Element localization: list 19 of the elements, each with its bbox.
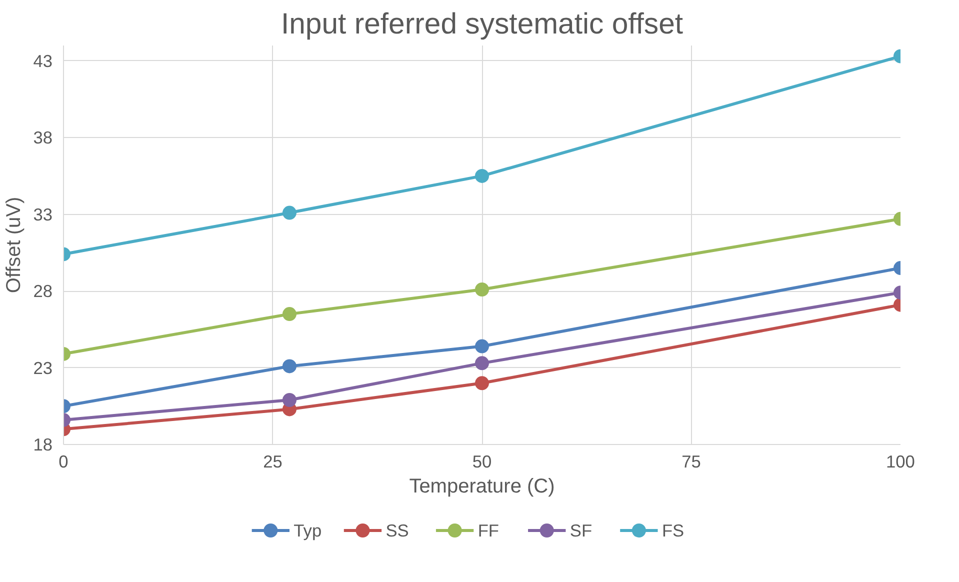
y-tick-label: 43	[33, 50, 53, 71]
y-tick-label: 33	[33, 204, 53, 224]
chart-title: Input referred systematic offset	[280, 8, 684, 40]
x-tick-label: 0	[58, 452, 68, 472]
x-axis-title: Temperature (C)	[409, 476, 555, 498]
x-tick-label: 75	[682, 452, 701, 472]
y-axis-title: Offset (uV)	[3, 196, 26, 294]
legend-label: Typ	[294, 520, 322, 540]
y-tick-label: 28	[33, 281, 53, 302]
x-tick-label: 25	[263, 452, 282, 472]
y-tick-label: 38	[33, 128, 53, 148]
legend-label: SF	[570, 520, 592, 540]
legend-label: FF	[478, 520, 499, 540]
y-tick-label: 23	[33, 358, 53, 378]
y-tick-label: 18	[33, 434, 53, 454]
legend-label: FS	[662, 520, 684, 540]
legend-label: SS	[386, 520, 409, 540]
x-tick-label: 50	[472, 452, 492, 472]
x-tick-label: 100	[886, 452, 915, 472]
